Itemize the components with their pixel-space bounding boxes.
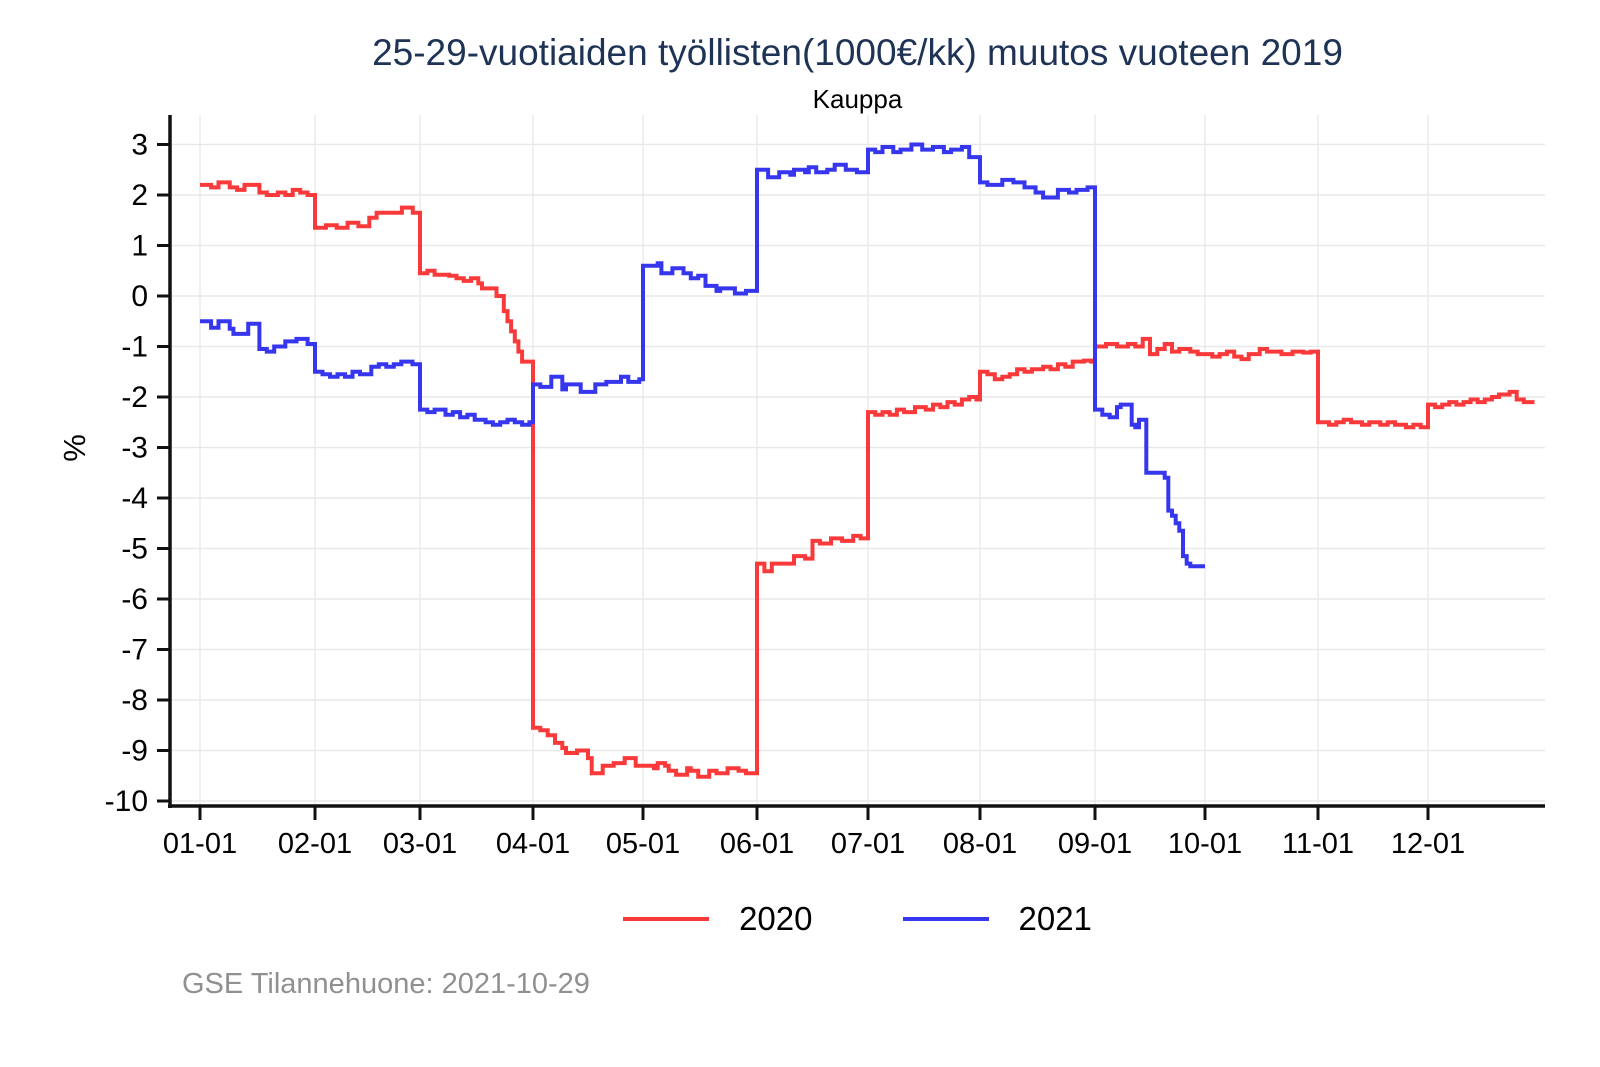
x-axis-tick-label: 01-01: [163, 828, 237, 860]
x-axis-tick-label: 05-01: [606, 828, 680, 860]
chart-legend: 2020 2021: [170, 900, 1545, 938]
x-axis-tick-label: 08-01: [943, 828, 1017, 860]
y-axis-tick-label: -3: [121, 432, 148, 465]
x-axis-tick-label: 09-01: [1058, 828, 1132, 860]
y-axis-tick-label: -5: [121, 533, 148, 566]
legend-line-2021: [902, 917, 989, 921]
x-axis-tick-label: 10-01: [1168, 828, 1242, 860]
y-axis-tick-label: 2: [131, 179, 148, 212]
chart-subtitle: Kauppa: [812, 84, 903, 114]
legend-label-2021: 2021: [1018, 900, 1092, 937]
y-axis-tick-label: -9: [121, 735, 148, 768]
x-axis-tick-label: 04-01: [496, 828, 570, 860]
y-axis-tick-label: -10: [105, 785, 148, 818]
y-axis-tick-label: -8: [121, 684, 148, 717]
y-axis-tick-label: 3: [131, 129, 148, 162]
x-axis-tick-label: 02-01: [278, 828, 352, 860]
legend-label-2020: 2020: [739, 900, 813, 937]
legend-line-2020: [623, 917, 710, 921]
series-line-2020: [200, 180, 1535, 779]
source-note: GSE Tilannehuone: 2021-10-29: [182, 968, 590, 1000]
y-axis-tick-label: -7: [121, 634, 148, 667]
x-axis-tick-label: 03-01: [383, 828, 457, 860]
y-axis-tick-label: -1: [121, 331, 148, 364]
y-axis-tick-label: -2: [121, 381, 148, 414]
series-line-2021: [200, 142, 1205, 569]
y-axis-tick-label: 0: [131, 280, 148, 313]
y-axis-tick-label: -6: [121, 583, 148, 616]
x-axis-tick-label: 12-01: [1391, 828, 1465, 860]
x-axis-tick-label: 07-01: [831, 828, 905, 860]
y-axis-tick-label: 1: [131, 230, 148, 263]
x-axis-tick-label: 11-01: [1282, 828, 1354, 860]
chart-title: 25-29-vuotiaiden työllisten(1000€/kk) mu…: [372, 32, 1343, 73]
x-axis-tick-label: 06-01: [720, 828, 794, 860]
y-axis-tick-label: -4: [121, 482, 148, 515]
